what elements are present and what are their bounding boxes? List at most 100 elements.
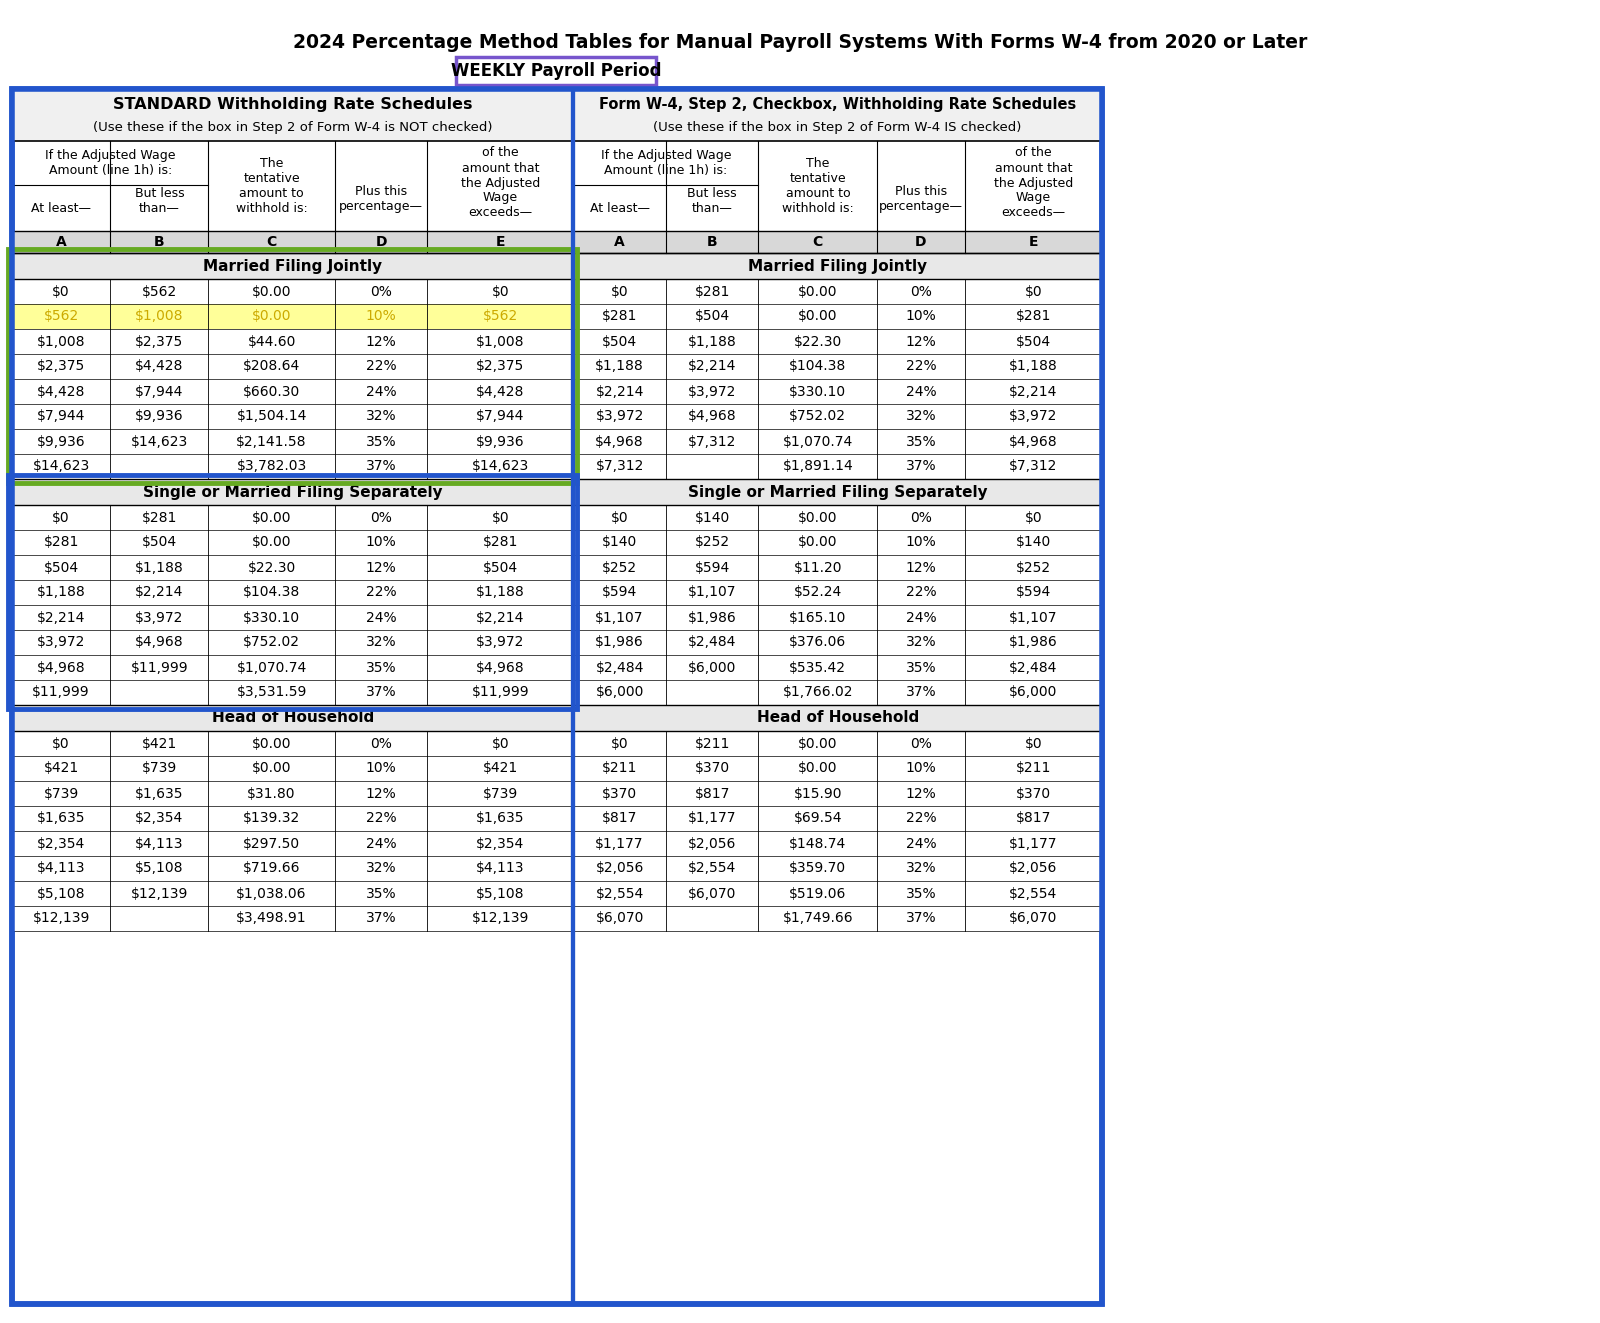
Text: $281: $281 [142, 511, 178, 524]
Text: $14,623: $14,623 [32, 459, 90, 474]
Text: But less
than—: But less than— [688, 187, 738, 216]
Text: $0: $0 [611, 737, 629, 750]
Text: C: C [267, 235, 277, 249]
Text: $1,008: $1,008 [477, 335, 525, 348]
Text: $104.38: $104.38 [243, 586, 301, 599]
Bar [573, 579, 1102, 605]
Bar [13, 505, 573, 531]
Text: 37%: 37% [366, 912, 397, 926]
Bar [13, 732, 573, 755]
Text: $7,312: $7,312 [595, 459, 643, 474]
Text: $0.00: $0.00 [798, 536, 838, 549]
Text: $3,782.03: $3,782.03 [237, 459, 307, 474]
Bar [13, 680, 573, 705]
Text: $504: $504 [483, 561, 518, 574]
Text: 32%: 32% [366, 861, 397, 876]
Text: At least—: At least— [30, 202, 91, 216]
Text: $3,972: $3,972 [134, 610, 184, 624]
Text: $4,113: $4,113 [37, 861, 85, 876]
Text: $535.42: $535.42 [789, 660, 846, 675]
Text: 0%: 0% [370, 737, 392, 750]
Text: $0.00: $0.00 [251, 536, 291, 549]
Text: $2,484: $2,484 [688, 635, 736, 650]
Text: $165.10: $165.10 [789, 610, 846, 624]
Text: $11,999: $11,999 [131, 660, 189, 675]
Text: $1,107: $1,107 [688, 586, 736, 599]
Text: 37%: 37% [366, 459, 397, 474]
Text: $739: $739 [142, 762, 178, 775]
Text: $370: $370 [1016, 786, 1051, 800]
Bar [13, 531, 573, 556]
Text: $6,070: $6,070 [688, 886, 736, 901]
Text: $0: $0 [1024, 737, 1042, 750]
Text: $281: $281 [602, 310, 637, 324]
Text: If the Adjusted Wage
Amount (line 1h) is:: If the Adjusted Wage Amount (line 1h) is… [600, 149, 731, 177]
Text: $6,000: $6,000 [688, 660, 736, 675]
Bar [573, 329, 1102, 355]
Bar [13, 89, 1102, 1304]
Text: 12%: 12% [906, 561, 936, 574]
Text: 22%: 22% [366, 360, 397, 373]
Bar [13, 579, 573, 605]
Text: $4,968: $4,968 [134, 635, 184, 650]
Text: $1,188: $1,188 [1010, 360, 1058, 373]
Bar [573, 881, 1102, 906]
Text: $281: $281 [43, 536, 78, 549]
Text: $9,936: $9,936 [37, 434, 85, 448]
Text: 24%: 24% [366, 610, 397, 624]
Text: $817: $817 [1016, 811, 1051, 826]
Text: $1,188: $1,188 [688, 335, 736, 348]
Bar [573, 404, 1102, 429]
Text: $22.30: $22.30 [794, 335, 842, 348]
Text: Head of Household: Head of Household [757, 710, 918, 725]
Bar [13, 329, 573, 355]
Text: E: E [496, 235, 506, 249]
Text: 10%: 10% [366, 310, 397, 324]
Text: $12,139: $12,139 [472, 912, 530, 926]
Text: Form W-4, Step 2, Checkbox, Withholding Rate Schedules: Form W-4, Step 2, Checkbox, Withholding … [598, 98, 1077, 112]
Text: $1,008: $1,008 [134, 310, 184, 324]
Bar [13, 781, 573, 806]
Text: A: A [614, 235, 626, 249]
Text: $1,766.02: $1,766.02 [782, 685, 853, 700]
Bar [13, 881, 573, 906]
Text: $1,986: $1,986 [688, 610, 736, 624]
Text: 32%: 32% [906, 635, 936, 650]
Bar [13, 89, 573, 142]
Bar [573, 279, 1102, 304]
Text: $1,749.66: $1,749.66 [782, 912, 853, 926]
Text: $2,056: $2,056 [688, 836, 736, 851]
Text: $562: $562 [142, 284, 178, 299]
Text: $0.00: $0.00 [798, 310, 838, 324]
Text: $211: $211 [1016, 762, 1051, 775]
Bar [573, 705, 1102, 732]
Bar [13, 454, 573, 479]
Text: $44.60: $44.60 [248, 335, 296, 348]
Text: $140: $140 [1016, 536, 1051, 549]
Text: $1,188: $1,188 [595, 360, 643, 373]
Text: $1,177: $1,177 [688, 811, 736, 826]
Text: $2,214: $2,214 [1010, 385, 1058, 398]
Bar [13, 378, 573, 404]
Text: 0%: 0% [910, 511, 931, 524]
Text: $0.00: $0.00 [251, 737, 291, 750]
Text: $69.54: $69.54 [794, 811, 842, 826]
Text: 35%: 35% [366, 660, 397, 675]
Text: $52.24: $52.24 [794, 586, 842, 599]
Text: But less
than—: But less than— [134, 187, 184, 216]
Bar [573, 856, 1102, 881]
Text: $281: $281 [1016, 310, 1051, 324]
Text: of the
amount that
the Adjusted
Wage
exceeds—: of the amount that the Adjusted Wage exc… [461, 147, 539, 220]
Text: $504: $504 [43, 561, 78, 574]
Bar [573, 655, 1102, 680]
Bar [13, 655, 573, 680]
Bar [573, 906, 1102, 931]
Text: 10%: 10% [366, 536, 397, 549]
Text: Plus this
percentage—: Plus this percentage— [339, 185, 422, 213]
Text: $1,188: $1,188 [475, 586, 525, 599]
Bar [13, 232, 573, 253]
Text: 0%: 0% [910, 737, 931, 750]
Text: $7,944: $7,944 [37, 410, 85, 423]
Bar [573, 806, 1102, 831]
Text: Married Filing Jointly: Married Filing Jointly [749, 258, 928, 274]
